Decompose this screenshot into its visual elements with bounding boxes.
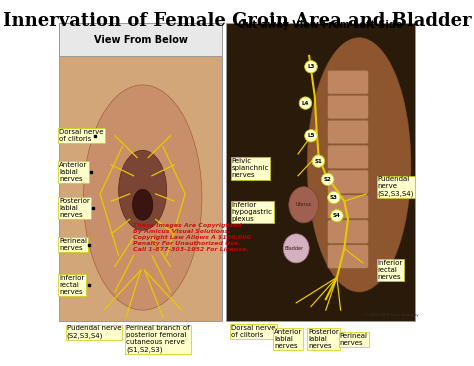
Circle shape [321, 173, 334, 186]
Text: Pudendal nerve
(S2,S3,S4): Pudendal nerve (S2,S3,S4) [67, 325, 121, 339]
Ellipse shape [283, 234, 309, 263]
Text: Perineal
nerves: Perineal nerves [59, 238, 87, 251]
Text: L5: L5 [307, 133, 315, 138]
Text: Dorsal nerve
of clitoris: Dorsal nerve of clitoris [231, 325, 275, 339]
Circle shape [312, 155, 325, 167]
Text: S3: S3 [330, 195, 338, 200]
Text: Uterus: Uterus [295, 202, 312, 207]
Ellipse shape [83, 85, 202, 310]
Text: Anterior
labial
nerves: Anterior labial nerves [274, 329, 302, 349]
Circle shape [305, 130, 317, 142]
Text: L4: L4 [302, 101, 309, 106]
FancyBboxPatch shape [328, 195, 368, 219]
FancyBboxPatch shape [328, 95, 368, 119]
FancyBboxPatch shape [328, 220, 368, 243]
Text: Pelvic
splanchnic
nerves: Pelvic splanchnic nerves [232, 158, 269, 179]
Text: Perineal branch of
posterior femoral
cutaneous nerve
(S1,S2,S3): Perineal branch of posterior femoral cut… [126, 325, 190, 353]
FancyBboxPatch shape [59, 23, 222, 56]
FancyBboxPatch shape [328, 145, 368, 169]
Text: View From Below: View From Below [94, 34, 188, 45]
Text: Posterior
labial
nerves: Posterior labial nerves [59, 198, 90, 219]
Circle shape [330, 209, 343, 222]
Text: Inferior
rectal
nerves: Inferior rectal nerves [59, 275, 85, 295]
Text: Bladder: Bladder [285, 246, 304, 251]
FancyBboxPatch shape [328, 70, 368, 94]
Text: S4: S4 [333, 213, 341, 218]
Ellipse shape [133, 189, 153, 220]
Text: Pudendal
nerve
(S2,S3,S4): Pudendal nerve (S2,S3,S4) [378, 176, 414, 197]
Text: Innervation of Female Groin Area and Bladder: Innervation of Female Groin Area and Bla… [3, 12, 471, 30]
Text: L3: L3 [307, 64, 315, 69]
FancyBboxPatch shape [328, 120, 368, 144]
Text: Inferior
hypogastric
plexus: Inferior hypogastric plexus [232, 202, 273, 222]
Text: © 2010 AVS Case Imagery: © 2010 AVS Case Imagery [364, 313, 418, 317]
FancyBboxPatch shape [328, 170, 368, 194]
Text: Perineal
nerves: Perineal nerves [340, 333, 368, 346]
Text: Posterior
labial
nerves: Posterior labial nerves [309, 329, 339, 349]
Text: These Images Are Copyrighted
By Amicus Visual Solutions.
Copyright Law Allows A : These Images Are Copyrighted By Amicus V… [133, 223, 251, 251]
Text: Anterior
labial
nerves: Anterior labial nerves [59, 162, 88, 182]
Text: Cut-away View From Left Side: Cut-away View From Left Side [238, 20, 402, 30]
FancyBboxPatch shape [328, 245, 368, 268]
Ellipse shape [307, 38, 411, 292]
Ellipse shape [118, 150, 167, 230]
Text: S1: S1 [315, 159, 322, 164]
Text: Inferior
rectal
nerves: Inferior rectal nerves [378, 260, 403, 280]
FancyBboxPatch shape [226, 23, 415, 321]
Text: S2: S2 [324, 177, 331, 182]
Circle shape [305, 61, 317, 73]
Text: Dorsal nerve
of clitoris: Dorsal nerve of clitoris [59, 129, 104, 142]
Ellipse shape [289, 187, 319, 223]
FancyBboxPatch shape [59, 23, 222, 321]
Circle shape [328, 191, 340, 204]
Circle shape [299, 97, 312, 109]
